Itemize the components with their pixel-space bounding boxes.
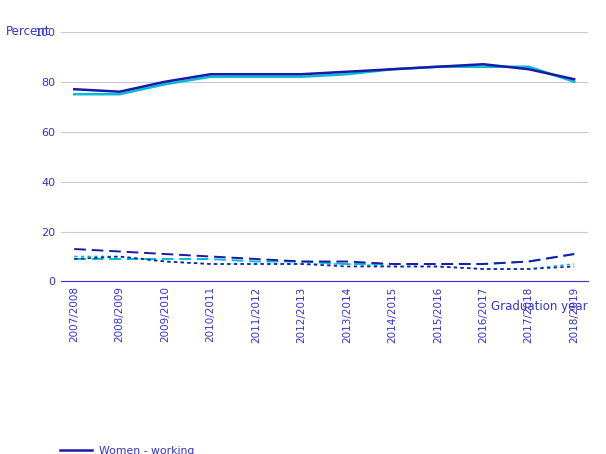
Legend: Women - working, Women - studying (including those both working and studying), W: Women - working, Women - studying (inclu… <box>56 442 447 454</box>
Text: Percent: Percent <box>6 25 50 38</box>
Text: Graduation year: Graduation year <box>491 300 588 313</box>
